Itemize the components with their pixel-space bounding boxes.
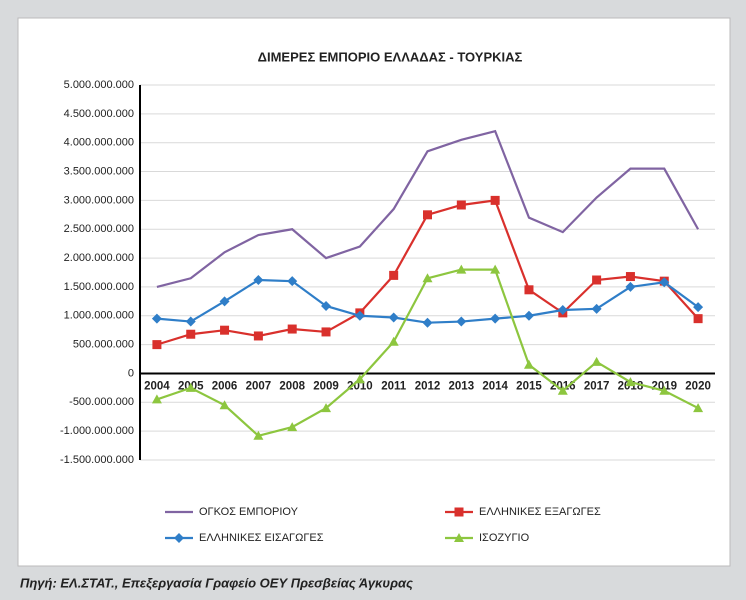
- data-point: [321, 327, 331, 337]
- data-point: [186, 329, 196, 339]
- data-point: [389, 270, 399, 280]
- legend-label: ΟΓΚΟΣ ΕΜΠΟΡΙΟΥ: [199, 506, 299, 518]
- data-point: [456, 264, 467, 274]
- data-point: [354, 310, 365, 321]
- x-tick-label: 2015: [516, 380, 542, 392]
- data-point: [625, 377, 636, 387]
- data-point: [592, 275, 602, 285]
- data-point: [253, 275, 264, 285]
- data-point: [625, 281, 636, 292]
- y-tick-label: 2.000.000.000: [64, 252, 134, 264]
- legend-label: ΕΛΛΗΝΙΚΕΣ ΕΞΑΓΩΓΕΣ: [479, 506, 601, 518]
- y-tick-label: 500.000.000: [73, 339, 134, 351]
- x-tick-label: 2013: [449, 380, 475, 392]
- legend-marker: [174, 533, 184, 543]
- x-tick-label: 2014: [482, 380, 508, 392]
- y-tick-label: 2.500.000.000: [64, 223, 134, 235]
- data-point: [287, 276, 298, 287]
- data-point: [388, 336, 399, 346]
- data-point: [321, 403, 332, 413]
- data-point: [287, 324, 297, 334]
- y-tick-label: -1.000.000.000: [60, 425, 134, 437]
- data-point: [151, 313, 162, 324]
- data-point: [220, 325, 230, 335]
- data-point: [185, 316, 196, 327]
- y-tick-label: 4.500.000.000: [64, 108, 134, 120]
- legend-label: ΙΣΟΖΥΓΙΟ: [479, 532, 530, 544]
- x-tick-label: 2012: [415, 380, 441, 392]
- data-point: [625, 272, 635, 282]
- data-point: [422, 317, 433, 328]
- data-point: [253, 430, 264, 440]
- data-point: [523, 359, 534, 369]
- data-point: [456, 316, 467, 327]
- data-point: [253, 331, 263, 341]
- x-tick-label: 2008: [279, 380, 305, 392]
- data-point: [490, 195, 500, 205]
- data-point: [321, 300, 332, 311]
- y-tick-label: 3.000.000.000: [64, 194, 134, 206]
- data-point: [523, 310, 534, 321]
- data-point: [490, 264, 501, 274]
- data-point: [693, 403, 704, 413]
- data-point: [591, 303, 602, 314]
- x-tick-label: 2009: [313, 380, 339, 392]
- data-point: [490, 313, 501, 324]
- x-tick-label: 2011: [381, 380, 407, 392]
- x-tick-label: 2006: [212, 380, 238, 392]
- data-point: [219, 400, 230, 410]
- legend-label: ΕΛΛΗΝΙΚΕΣ ΕΙΣΑΓΩΓΕΣ: [199, 532, 324, 544]
- data-point: [287, 422, 298, 432]
- data-point: [423, 210, 432, 220]
- y-tick-label: -500.000.000: [69, 396, 134, 408]
- x-tick-label: 2017: [584, 380, 610, 392]
- chart-title: ΔΙΜΕΡΕΣ ΕΜΠΟΡΙΟ ΕΛΛΑΔΑΣ - ΤΟΥΡΚΙΑΣ: [258, 49, 523, 64]
- data-point: [591, 356, 602, 366]
- x-tick-label: 2020: [685, 380, 711, 392]
- legend-marker: [454, 533, 464, 542]
- chart-area: [17, 17, 731, 567]
- data-point: [456, 200, 466, 210]
- x-tick-label: 2007: [246, 380, 272, 392]
- data-point: [422, 273, 433, 283]
- data-point: [693, 302, 704, 313]
- source-note: Πηγή: ΕΛ.ΣΤΑΤ., Επεξεργασία Γραφείο ΟΕΥ …: [20, 575, 413, 590]
- y-tick-label: 5.000.000.000: [64, 79, 134, 91]
- y-tick-label: 1.500.000.000: [64, 281, 134, 293]
- y-tick-label: -1.500.000.000: [60, 454, 134, 466]
- data-point: [185, 382, 196, 392]
- legend-marker: [454, 507, 464, 517]
- x-tick-label: 2004: [144, 380, 170, 392]
- series-line: [156, 129, 700, 288]
- data-point: [152, 340, 162, 350]
- data-point: [557, 305, 568, 315]
- data-point: [219, 296, 230, 307]
- data-point: [354, 374, 365, 384]
- y-tick-label: 0: [128, 367, 134, 379]
- data-point: [524, 285, 534, 295]
- data-point: [557, 385, 568, 395]
- y-tick-label: 4.000.000.000: [64, 137, 134, 149]
- y-tick-label: 1.000.000.000: [64, 310, 134, 322]
- data-point: [693, 314, 703, 324]
- data-point: [151, 394, 162, 404]
- data-point: [659, 277, 670, 288]
- data-point: [659, 385, 670, 395]
- data-point: [388, 312, 399, 323]
- y-tick-label: 3.500.000.000: [64, 165, 134, 177]
